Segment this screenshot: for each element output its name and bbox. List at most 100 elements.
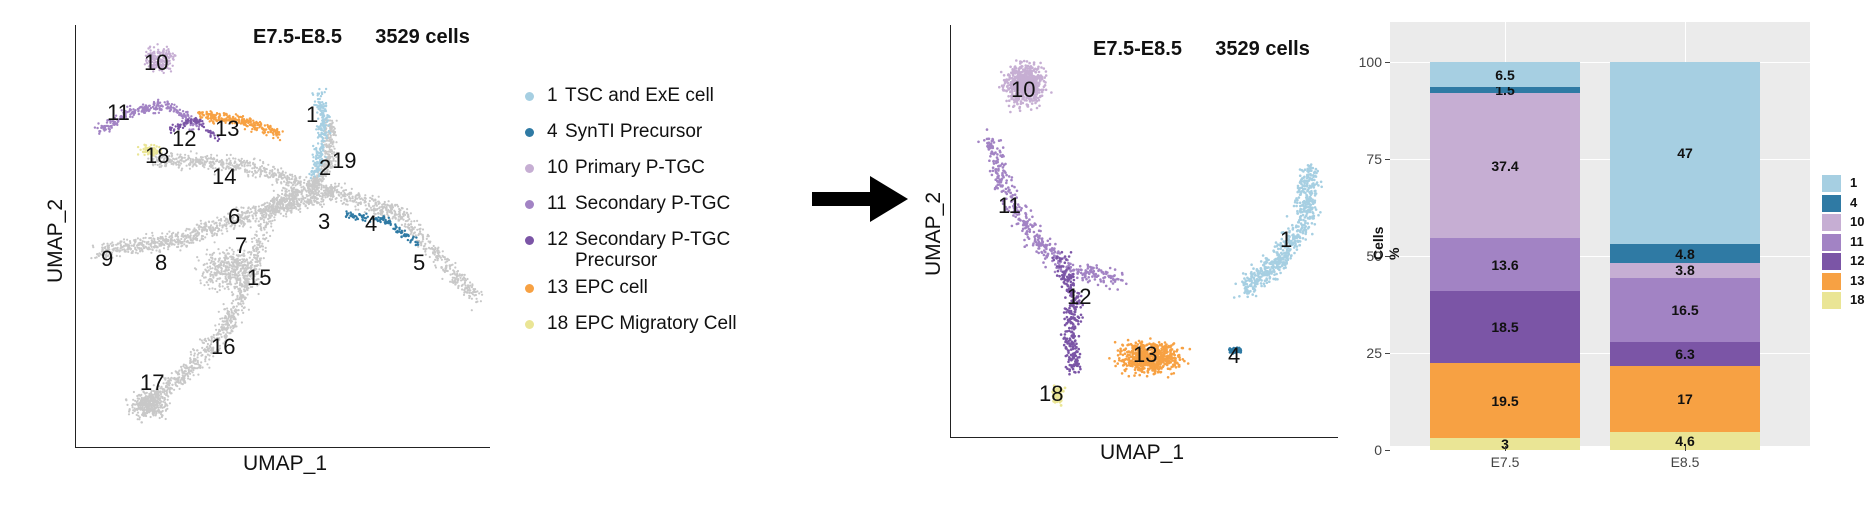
cluster-grey-cells — [140, 178, 308, 408]
umap-full-axes — [75, 25, 490, 448]
umap-full-label-10: 10 — [144, 50, 169, 75]
bar-legend-key — [1822, 292, 1841, 309]
bar-value-label: 47 — [1677, 145, 1693, 162]
umap-full-label-4: 4 — [365, 211, 378, 236]
umap-full-label-12: 12 — [172, 126, 197, 151]
bar-legend-text: 18 — [1850, 292, 1865, 307]
bar-ylabel: Cells % — [1370, 226, 1402, 260]
bar-legend-key — [1822, 253, 1841, 270]
umap-sub-label-10: 10 — [1011, 77, 1036, 102]
umap-full-label-16: 16 — [211, 334, 236, 359]
umap-full-label-5: 5 — [413, 250, 426, 275]
umap-full-label-3: 3 — [318, 209, 331, 234]
bar-segment-E7.5-10 — [1430, 93, 1580, 239]
sub-cluster-10-cells — [998, 59, 1053, 114]
bar-segment-E8.5-11 — [1610, 277, 1760, 342]
bar-value-label: 3.8 — [1675, 262, 1695, 279]
umap-full-title: E7.5-E8.5 3529 cells — [253, 26, 470, 48]
bar-value-label: 16.5 — [1671, 301, 1699, 318]
bar-value-label: 17 — [1677, 391, 1693, 408]
cluster-1-cells — [308, 87, 332, 180]
bar-value-label: 19.5 — [1491, 392, 1519, 409]
umap-full-label-7: 7 — [235, 233, 248, 258]
umap-sub-xlabel: UMAP_1 — [1100, 441, 1185, 464]
legend-dot-icon — [525, 236, 534, 245]
umap-sub-label-1: 1 — [1280, 227, 1293, 252]
umap-full-label-13: 13 — [215, 116, 240, 141]
bar-legend-key — [1822, 214, 1841, 231]
bar-value-label: 13.6 — [1491, 256, 1519, 273]
umap-full-label-14: 14 — [212, 164, 237, 189]
umap-sub-label-13: 13 — [1133, 342, 1158, 367]
bar-plot-area: 3 19.5 18.5 13.6 37.4 1.5 6.5 4.6 17 6.3 16.5 3.8 4.… — [1390, 22, 1810, 452]
bar-legend-text: 4 — [1850, 194, 1858, 210]
bar-xtick-label: E7.5 — [1490, 454, 1520, 470]
legend-code: 18 — [547, 313, 569, 334]
legend-code: 1 — [547, 85, 558, 106]
bar-legend-key — [1822, 194, 1841, 212]
umap-sub-label-11: 11 — [998, 193, 1021, 218]
bar-ytick-mark — [1385, 256, 1390, 257]
umap-full-ylabel: UMAP_2 — [44, 198, 67, 283]
legend-text: TSC and ExE cell — [565, 85, 714, 106]
bar-value-label: 4.8 — [1675, 245, 1695, 262]
bar-legend-text: 12 — [1850, 253, 1865, 268]
bar-xtick-label: E8.5 — [1670, 454, 1700, 470]
arrow-icon — [812, 176, 908, 222]
legend-code: 4 — [547, 121, 558, 142]
bar-gridline — [1390, 256, 1810, 257]
bar-gridline — [1390, 353, 1810, 354]
bar-gridline — [1390, 159, 1810, 160]
legend-text: SynTI Precursor — [565, 121, 703, 142]
bar-segment-E7.5-1 — [1430, 62, 1580, 88]
umap-sub-title: E7.5-E8.5 3529 cells — [1093, 38, 1310, 60]
umap-full-label-9: 9 — [101, 246, 114, 271]
bar-legend-key — [1822, 272, 1841, 290]
legend-code: 12 — [547, 229, 569, 250]
legend-dot-icon — [525, 284, 534, 293]
legend-text: Secondary P-TGC Precursor — [575, 229, 731, 271]
bar-segment-E7.5-12 — [1430, 290, 1580, 363]
bar-ytick-mark — [1385, 159, 1390, 160]
cluster-4-cells — [344, 210, 420, 247]
umap-full-label-8: 8 — [155, 250, 168, 275]
bar-value-label: 3 — [1501, 436, 1509, 453]
sub-cluster-18-cells — [1051, 384, 1067, 407]
cluster-grey-cells — [124, 389, 171, 424]
bar-value-label: 18.5 — [1491, 318, 1519, 335]
bar-xtick-mark — [1505, 446, 1506, 451]
bar-ytick-label: 75 — [1366, 151, 1382, 167]
bar-legend-text: 13 — [1850, 272, 1865, 288]
umap-full-label-19: 19 — [332, 148, 357, 173]
legend-dot-icon — [525, 128, 534, 137]
bar-legend-key — [1822, 175, 1841, 192]
cluster-10-cells — [143, 43, 177, 75]
bar-value-label: 6.5 — [1495, 66, 1515, 83]
bar-ytick-label: 0 — [1374, 442, 1382, 458]
legend-text: EPC Migratory Cell — [575, 313, 737, 334]
umap-sub-ylabel: UMAP_2 — [922, 191, 945, 276]
bar-xtick-mark — [1685, 446, 1686, 451]
legend-text: Secondary P-TGC — [575, 193, 731, 214]
bar-segment-E8.5-4 — [1610, 244, 1760, 263]
bar-gridline — [1390, 62, 1810, 63]
umap-full-label-1: 1 — [306, 102, 319, 127]
sub-cluster-13-cells — [1108, 337, 1192, 379]
umap-full-label-15: 15 — [247, 265, 272, 290]
umap-full-label-18: 18 — [145, 143, 170, 168]
bar-gridline — [1390, 450, 1810, 451]
legend-dot-icon — [525, 320, 534, 329]
umap-full-label-2: 2 — [319, 155, 332, 180]
legend-text: Primary P-TGC — [575, 157, 705, 178]
bar-segment-E7.5-11 — [1430, 238, 1580, 291]
bar-value-label: 4.6 — [1675, 433, 1695, 450]
cluster-12-cells — [168, 116, 221, 143]
bar-ytick-mark — [1385, 353, 1390, 354]
legend-text: EPC cell — [575, 277, 648, 298]
umap-sub-axes — [950, 25, 1338, 438]
bar-ytick-mark — [1385, 62, 1390, 63]
bar-segment-E7.5-13 — [1430, 362, 1580, 439]
bar-ytick-mark — [1385, 450, 1390, 451]
bar-ytick-label: 100 — [1358, 54, 1382, 70]
